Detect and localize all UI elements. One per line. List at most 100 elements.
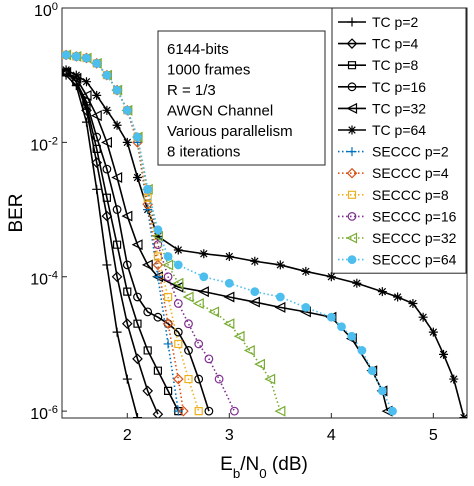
marker bbox=[243, 344, 255, 356]
marker bbox=[111, 172, 123, 183]
marker bbox=[102, 164, 112, 174]
marker bbox=[143, 193, 152, 202]
marker bbox=[142, 385, 154, 397]
marker bbox=[346, 102, 358, 114]
marker bbox=[112, 85, 122, 95]
marker bbox=[173, 260, 183, 270]
marker bbox=[459, 413, 467, 418]
marker bbox=[172, 373, 184, 385]
marker bbox=[163, 272, 173, 282]
marker bbox=[223, 291, 235, 303]
marker bbox=[92, 90, 102, 100]
marker bbox=[301, 266, 311, 276]
marker bbox=[204, 406, 214, 416]
marker bbox=[208, 306, 220, 318]
marker bbox=[347, 190, 357, 199]
legend-label: TC p=64 bbox=[372, 122, 426, 138]
marker bbox=[224, 278, 234, 288]
marker bbox=[102, 260, 112, 270]
annotation-text: 8 iterations bbox=[167, 144, 240, 161]
marker bbox=[132, 413, 142, 418]
marker bbox=[347, 331, 357, 341]
legend-label: TC p=16 bbox=[372, 79, 426, 95]
annotation-text: AWGN Channel bbox=[167, 103, 273, 120]
marker bbox=[163, 252, 173, 261]
marker bbox=[132, 353, 143, 365]
marker bbox=[152, 259, 164, 271]
marker bbox=[204, 354, 214, 364]
marker bbox=[62, 65, 71, 75]
marker bbox=[123, 287, 132, 296]
marker bbox=[81, 77, 91, 87]
x-tick-label: 2 bbox=[123, 427, 132, 444]
marker bbox=[388, 406, 397, 416]
marker bbox=[173, 327, 183, 337]
marker bbox=[92, 132, 102, 142]
marker bbox=[254, 358, 266, 370]
marker bbox=[184, 319, 193, 329]
marker bbox=[111, 271, 123, 283]
legend-box bbox=[331, 7, 467, 274]
marker bbox=[133, 319, 142, 328]
marker bbox=[121, 210, 133, 222]
marker bbox=[346, 38, 358, 49]
x-tick-label: 3 bbox=[225, 427, 234, 444]
marker bbox=[230, 406, 239, 416]
marker bbox=[275, 260, 285, 270]
annotation-text: 6144-bits bbox=[167, 41, 229, 58]
marker bbox=[143, 307, 153, 317]
marker bbox=[248, 296, 260, 308]
marker bbox=[143, 184, 153, 194]
marker bbox=[172, 277, 184, 289]
legend-label: SECCC p=64 bbox=[372, 252, 457, 268]
marker bbox=[337, 322, 346, 332]
marker bbox=[194, 339, 204, 349]
marker bbox=[71, 70, 81, 80]
marker bbox=[112, 205, 122, 214]
marker bbox=[143, 346, 152, 355]
marker bbox=[174, 339, 183, 349]
marker bbox=[250, 256, 260, 266]
marker bbox=[224, 252, 234, 262]
marker bbox=[133, 292, 142, 302]
marker bbox=[352, 278, 362, 288]
marker bbox=[82, 53, 91, 63]
marker bbox=[377, 287, 387, 297]
marker bbox=[163, 339, 173, 349]
marker bbox=[163, 292, 173, 302]
marker bbox=[274, 301, 286, 313]
marker bbox=[62, 50, 71, 60]
marker bbox=[121, 318, 133, 330]
legend-label: TC p=2 bbox=[372, 14, 419, 30]
x-tick-label: 4 bbox=[327, 427, 336, 444]
marker bbox=[199, 249, 209, 259]
marker bbox=[80, 89, 92, 101]
marker bbox=[223, 318, 235, 330]
y-tick-label: 10-6 bbox=[30, 404, 58, 423]
marker bbox=[163, 386, 173, 395]
marker bbox=[133, 132, 142, 142]
marker bbox=[439, 349, 449, 359]
legend-label: SECCC p=32 bbox=[372, 230, 457, 246]
x-axis-label: Eb/N0 (dB) bbox=[220, 454, 308, 481]
marker bbox=[347, 17, 357, 27]
marker bbox=[102, 193, 111, 202]
marker bbox=[214, 374, 224, 384]
annotation-text: 1000 frames bbox=[167, 62, 250, 79]
annotation-text: Various parallelism bbox=[167, 123, 293, 140]
marker bbox=[182, 291, 194, 303]
marker bbox=[275, 292, 285, 302]
legend-label: SECCC p=16 bbox=[372, 208, 457, 224]
marker bbox=[194, 407, 203, 416]
marker bbox=[152, 408, 164, 418]
marker bbox=[428, 327, 438, 337]
legend-label: SECCC p=4 bbox=[372, 165, 449, 181]
marker bbox=[102, 70, 112, 80]
marker bbox=[192, 298, 204, 309]
marker bbox=[250, 287, 260, 297]
series-line bbox=[65, 74, 139, 418]
marker bbox=[71, 52, 81, 61]
marker bbox=[346, 167, 358, 179]
marker bbox=[153, 225, 163, 235]
